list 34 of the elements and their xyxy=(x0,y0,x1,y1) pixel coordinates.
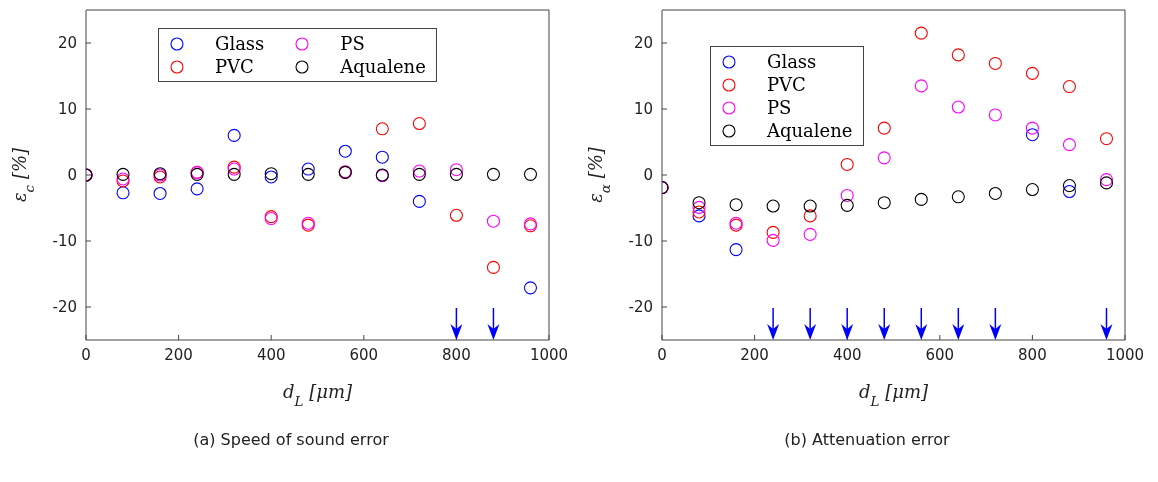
legend-label: Glass xyxy=(215,33,265,54)
y-tick-label: -10 xyxy=(628,232,653,251)
x-axis-title: d$_{L}$ [μm] xyxy=(858,381,929,409)
x-axis-title: d$_{L}$ [μm] xyxy=(282,381,353,409)
y-tick-label: -20 xyxy=(52,298,77,317)
x-tick-label: 600 xyxy=(925,345,955,364)
x-tick-label: 1000 xyxy=(1105,345,1145,364)
y-tick-label: 10 xyxy=(57,100,77,119)
x-tick-label: 600 xyxy=(349,345,379,364)
legend-label: Glass xyxy=(767,51,817,72)
x-tick-label: 800 xyxy=(1018,345,1047,364)
x-tick-label: 200 xyxy=(164,345,193,364)
y-tick-label: 0 xyxy=(643,166,653,185)
y-tick-label: 10 xyxy=(633,100,653,119)
x-tick-label: 1000 xyxy=(529,345,569,364)
text: (b) Attenuation error xyxy=(784,430,950,449)
legend-label: PVC xyxy=(767,74,806,95)
y-tick-label: 0 xyxy=(67,166,77,185)
legend-label: PS xyxy=(340,33,365,54)
x-tick-label: 200 xyxy=(740,345,769,364)
x-tick-label: 400 xyxy=(256,345,286,364)
x-tick-label: 400 xyxy=(832,345,862,364)
legend-label: PS xyxy=(767,97,792,118)
y-tick-label: 20 xyxy=(633,34,653,53)
x-tick-label: 0 xyxy=(657,345,667,364)
legend-label: PVC xyxy=(215,56,254,77)
x-tick-label: 800 xyxy=(442,345,471,364)
y-tick-label: -10 xyxy=(52,232,77,251)
x-tick-label: 0 xyxy=(81,345,91,364)
y-tick-label: -20 xyxy=(628,298,653,317)
legend-label: Aqualene xyxy=(767,120,853,141)
legend-label: Aqualene xyxy=(340,56,426,77)
y-tick-label: 20 xyxy=(57,34,77,53)
text: (a) Speed of sound error xyxy=(193,430,389,449)
